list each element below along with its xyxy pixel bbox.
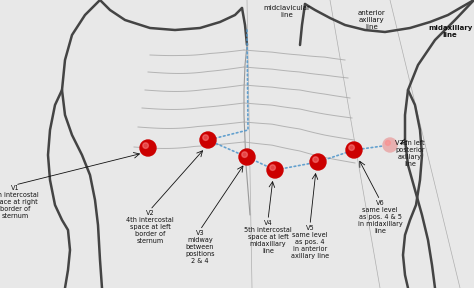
Text: midclavicular
line: midclavicular line [263,5,310,18]
Circle shape [349,145,355,150]
Circle shape [385,141,391,145]
Circle shape [310,154,326,170]
Circle shape [140,140,156,156]
Text: V4
5th intercostal
space at left
midaxillary
line: V4 5th intercostal space at left midaxil… [244,220,292,254]
Circle shape [270,165,275,170]
Circle shape [239,149,255,165]
Text: V6
same level
as pos. 4 & 5
in midaxillary
line: V6 same level as pos. 4 & 5 in midaxilla… [357,200,402,234]
Circle shape [313,157,319,162]
Circle shape [143,143,148,148]
Circle shape [203,135,209,141]
Text: anterior
axillary
line: anterior axillary line [358,10,386,30]
Circle shape [346,142,362,158]
Text: V1
4th intercostal
space at right
border of
sternum: V1 4th intercostal space at right border… [0,185,39,219]
Circle shape [242,152,247,158]
Circle shape [200,132,216,148]
Text: V2
4th intercostal
space at left
border of
sternum: V2 4th intercostal space at left border … [126,210,174,244]
Text: V7 in left
posterior
axillary
line: V7 in left posterior axillary line [395,140,425,167]
Circle shape [267,162,283,178]
Text: midaxillary
line: midaxillary line [428,25,473,38]
Circle shape [383,138,397,152]
Text: V3
midway
between
positions
2 & 4: V3 midway between positions 2 & 4 [185,230,215,264]
Text: V5
same level
as pos. 4
in anterior
axillary line: V5 same level as pos. 4 in anterior axil… [291,225,329,259]
